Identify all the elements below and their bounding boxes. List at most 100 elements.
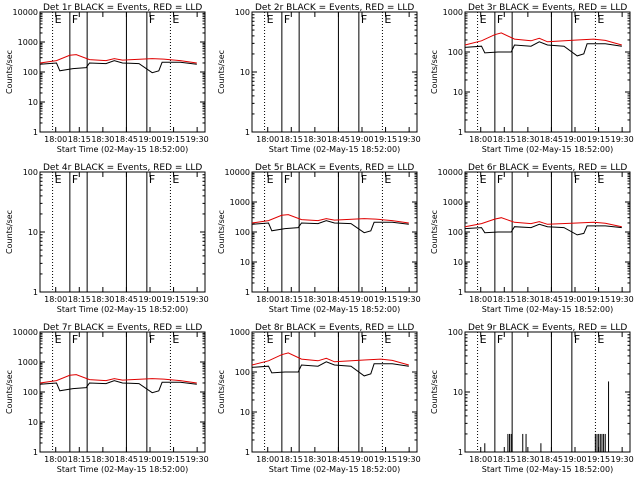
x-tick-label: 19:30: [186, 455, 209, 464]
x-axis-label: Start Time (02-May-15 18:52:00): [482, 305, 613, 314]
x-tick-label: 19:00: [138, 295, 161, 304]
x-tick-label: 18:45: [327, 455, 350, 464]
x-tick-label: 18:15: [493, 295, 516, 304]
y-tick-label: 1: [33, 288, 38, 297]
y-tick-label: 10: [28, 418, 38, 427]
series-line-events: [39, 60, 197, 74]
x-tick-label: 18:15: [280, 455, 303, 464]
y-tick-label: 100: [235, 228, 250, 237]
series-line-lld: [39, 374, 197, 384]
marker-label: F: [149, 13, 155, 26]
x-tick-label: 19:15: [162, 295, 185, 304]
marker-label: F: [149, 333, 155, 346]
y-axis-label: Counts/sec: [5, 370, 14, 414]
plot-title: Det 5r BLACK = Events, RED = LLD: [255, 163, 414, 173]
panel-det-4: Det 4r BLACK = Events, RED = LLD 1 10 100 Co…: [5, 163, 209, 314]
x-tick-label: 18:30: [303, 135, 326, 144]
x-tick-label: 19:30: [186, 135, 209, 144]
panel-det-9: Det 9r BLACK = Events, RED = LLD 1 10 100 Co…: [430, 323, 634, 474]
y-tick-label: 10000: [225, 168, 250, 177]
series-line-lld: [251, 352, 409, 366]
x-tick-label: 19:30: [611, 135, 634, 144]
y-tick-label: 100: [235, 368, 250, 377]
x-tick-label: 19:00: [138, 455, 161, 464]
y-axis-label: Counts/sec: [217, 370, 226, 414]
plot-frame: [251, 171, 418, 293]
x-axis-label: Start Time (02-May-15 18:52:00): [57, 465, 188, 474]
marker-label: E: [597, 173, 604, 186]
x-axis-label: Start Time (02-May-15 18:52:00): [57, 145, 188, 154]
y-tick-label: 1000: [18, 358, 38, 367]
series-line-events: [464, 223, 622, 236]
marker-label: F: [72, 333, 78, 346]
plot-frame: [251, 331, 418, 453]
series-line-events: [251, 361, 409, 377]
x-tick-label: 18:45: [540, 295, 563, 304]
x-tick-label: 18:15: [68, 135, 91, 144]
x-tick-label: 18:15: [493, 455, 516, 464]
x-tick-label: 19:15: [587, 455, 610, 464]
x-tick-label: 18:30: [516, 135, 539, 144]
marker-label: F: [497, 13, 503, 26]
x-tick-label: 19:30: [611, 455, 634, 464]
y-tick-label: 10000: [13, 8, 38, 17]
y-tick-label: 10: [453, 388, 463, 397]
series-line-lld: [464, 32, 622, 46]
y-axis-label: Counts/sec: [430, 370, 439, 414]
y-axis-label: Counts/sec: [5, 50, 14, 94]
x-tick-label: 18:15: [68, 455, 91, 464]
x-axis-label: Start Time (02-May-15 18:52:00): [482, 465, 613, 474]
marker-label: F: [497, 333, 503, 346]
x-tick-label: 19:00: [350, 295, 373, 304]
x-tick-label: 18:45: [327, 135, 350, 144]
marker-label: E: [597, 13, 604, 26]
y-tick-label: 10: [240, 258, 250, 267]
y-axis-label: Counts/sec: [430, 210, 439, 254]
marker-label: F: [149, 173, 155, 186]
x-axis-label: Start Time (02-May-15 18:52:00): [269, 305, 400, 314]
x-axis-label: Start Time (02-May-15 18:52:00): [57, 305, 188, 314]
plot-frame: [251, 11, 418, 133]
x-tick-label: 18:45: [115, 135, 138, 144]
y-tick-label: 1: [245, 448, 250, 457]
x-tick-label: 19:00: [350, 455, 373, 464]
y-tick-label: 10: [240, 68, 250, 77]
series-line-events: [39, 380, 197, 394]
x-tick-label: 19:00: [138, 135, 161, 144]
x-tick-label: 18:45: [327, 295, 350, 304]
x-axis-label: Start Time (02-May-15 18:52:00): [269, 145, 400, 154]
y-tick-label: 1: [458, 288, 463, 297]
marker-label: E: [172, 13, 179, 26]
x-tick-label: 18:15: [280, 135, 303, 144]
marker-label: E: [172, 173, 179, 186]
marker-label: F: [574, 333, 580, 346]
series-line-events: [251, 220, 409, 234]
marker-label: F: [284, 13, 290, 26]
x-tick-label: 18:15: [493, 135, 516, 144]
plot-title: Det 2r BLACK = Events, RED = LLD: [255, 3, 414, 13]
x-axis-label: Start Time (02-May-15 18:52:00): [482, 145, 613, 154]
x-tick-label: 18:00: [256, 135, 279, 144]
x-tick-label: 18:00: [44, 455, 67, 464]
marker-label: E: [172, 333, 179, 346]
panel-det-8: Det 8r BLACK = Events, RED = LLD 1 10 100 10…: [217, 323, 421, 474]
y-axis-label: Counts/sec: [5, 210, 14, 254]
series-line-lld: [39, 54, 197, 64]
y-tick-label: 100: [448, 328, 463, 337]
x-tick-label: 18:45: [115, 455, 138, 464]
y-tick-label: 10000: [13, 328, 38, 337]
y-tick-label: 100: [23, 388, 38, 397]
x-tick-label: 18:00: [44, 295, 67, 304]
x-tick-label: 18:30: [91, 455, 114, 464]
y-tick-label: 10000: [438, 168, 463, 177]
plot-title: Det 7r BLACK = Events, RED = LLD: [43, 323, 202, 333]
x-tick-label: 19:30: [611, 295, 634, 304]
x-tick-label: 18:00: [256, 295, 279, 304]
marker-label: F: [361, 173, 367, 186]
x-tick-label: 18:30: [303, 295, 326, 304]
x-tick-label: 19:15: [374, 135, 397, 144]
marker-label: F: [361, 13, 367, 26]
y-tick-label: 1: [33, 128, 38, 137]
marker-label: F: [574, 173, 580, 186]
